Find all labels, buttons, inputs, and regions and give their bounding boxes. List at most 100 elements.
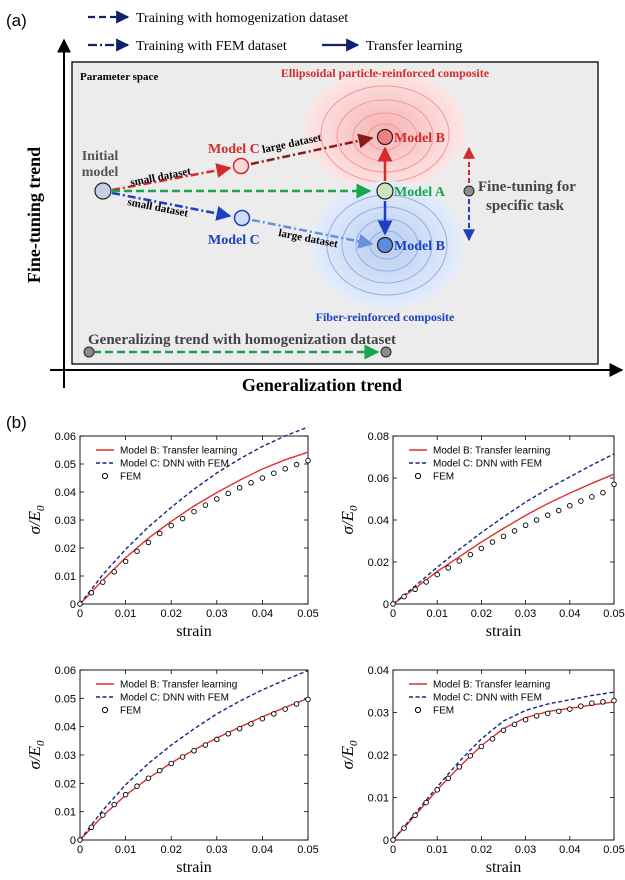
y-tick-label: 0.03 [368,708,389,720]
series-3 [390,697,617,843]
legend-marker [414,472,422,480]
panel-a: (a) Training with homogenization dataset… [6,10,624,395]
y-tick-label: 0.06 [55,665,76,677]
x-tick-label: 0.02 [471,844,492,856]
model-c-line [392,691,615,841]
x-tick-label: 0.02 [160,844,181,856]
legend-label: Model B: Transfer learning [120,446,237,457]
panel-b-charts: 0 0.01 0.02 0.03 0.04 0.05 0 0.01 0.02 0.03 0.04 0.… [25,426,625,876]
fem-point [134,548,140,555]
series-2 [392,453,615,605]
fem-point [423,799,429,806]
fem-point [467,753,474,759]
fem-point [282,466,288,472]
fem-point [179,754,186,760]
y-axis-label: σ/E0 [338,740,360,770]
x-tick-label: 0.04 [252,608,273,620]
plot-area [392,669,615,841]
x-tick-label: 0.05 [603,608,624,620]
fem-point [544,512,551,518]
fem-point [567,502,573,509]
y-tick-label: 0.04 [55,722,76,734]
panel-a-label: (a) [6,11,27,30]
chart-3: 0 0.01 0.02 0.03 0.04 0.05 0 0.01 0.02 0.03 0.04 0.… [25,665,319,876]
x-tick-label: 0.01 [115,844,136,856]
fiber-contour [355,218,419,272]
legend-label: Model B: Transfer learning [433,446,550,457]
ellipsoidal-title: Ellipsoidal particle-reinforced composit… [281,66,490,80]
x-tick-label: 0.03 [206,844,227,856]
model-b-top-node [376,128,394,146]
fem-point [544,710,551,717]
model-b-top-label: Model B [394,131,445,146]
legend-marker [414,706,422,714]
generalizing-end-node [380,346,392,358]
fem-point [556,507,562,514]
fem-point [589,700,595,706]
chart-2: 0 0.01 0.02 0.03 0.04 0.05 0 0.02 0.04 0.06 0.08 st… [338,431,625,640]
fem-point [214,496,220,502]
fine-tuning-task-label-1: Fine-tuning for [478,179,576,195]
y-axis-label: σ/E0 [25,740,47,770]
fiber-contour [341,206,433,284]
fem-point [522,716,529,723]
fem-point [157,530,163,537]
initial-model-label-2: model [82,165,119,180]
fem-point [271,711,277,717]
series-3 [390,481,617,607]
initial-model-node [94,182,112,200]
legend-label: Model C: DNN with FEM [433,459,542,470]
x-axis-label: strain [486,859,522,876]
generalizing-trend-label: Generalizing trend with homogenization d… [88,332,396,348]
fem-point [111,569,117,575]
plot-area [79,669,309,841]
fem-point [401,825,407,831]
x-tick-label: 0 [390,844,396,856]
x-tick-label: 0.05 [297,608,318,620]
series-1 [79,451,309,605]
fem-point [77,601,83,607]
legend: Model B: Transfer learning Model C: DNN w… [409,680,550,717]
fem-point [259,475,266,481]
x-axis-title: Generalization trend [242,375,402,395]
fem-point [511,528,518,534]
x-tick-label: 0 [77,608,83,620]
fem-point [390,837,396,843]
model-a-label: Model A [394,185,446,200]
y-tick-label: 0.06 [55,431,76,443]
fem-point [434,787,440,793]
legend: Model B: Transfer learning Model C: DNN w… [96,680,237,717]
fem-point [500,727,507,734]
x-tick-label: 0.05 [603,844,624,856]
legend-label: FEM [120,472,141,483]
legend-label: Model C: DNN with FEM [120,459,229,470]
legend-label: Model C: DNN with FEM [120,693,229,704]
fem-point [145,539,152,546]
model-b-line [392,473,615,605]
y-tick-label: 0 [383,599,389,611]
fem-point [100,579,106,585]
x-tick-label: 0.02 [160,608,181,620]
fem-point [282,706,288,712]
fem-point [478,545,485,552]
fem-point [305,457,311,464]
series-2 [392,691,615,841]
fem-point [100,812,106,818]
fem-point [88,590,95,596]
initial-model-label-1: Initial [82,149,119,164]
fem-point [556,708,562,714]
y-tick-label: 0.04 [368,665,389,677]
fem-point [111,801,117,808]
legend-marker [101,706,109,714]
x-axis-label: strain [176,859,212,876]
fem-point [600,699,606,705]
fem-point [293,461,300,468]
fiber-title: Fiber-reinforced composite [316,310,455,324]
legend: Model B: Transfer learning Model C: DNN w… [409,446,550,483]
x-axis-label: strain [176,623,212,640]
fem-point [236,725,243,732]
y-tick-label: 0.03 [55,515,76,527]
model-c-line [392,453,615,605]
large-dataset-arrow-top [250,133,374,166]
